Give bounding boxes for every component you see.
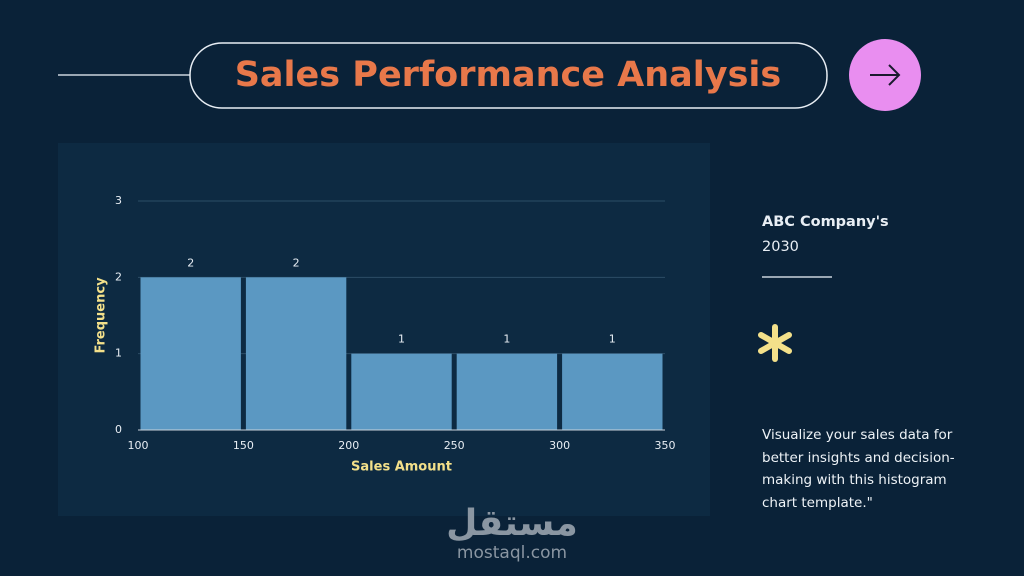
company: ABC Company's xyxy=(762,214,889,230)
x-tick-label: 300 xyxy=(549,439,570,452)
asterisk-icon xyxy=(758,324,792,362)
bar xyxy=(140,277,241,430)
plot: 0 1 2 3 100 150 200 250 300 350 2 2 1 1 1 Sales Amount F… xyxy=(94,194,676,475)
arrow-icon xyxy=(870,64,901,86)
bar xyxy=(562,353,663,430)
description: Visualize your sales data for better ins… xyxy=(762,427,955,511)
watermark-arabic: مستقل xyxy=(446,503,578,544)
x-tick-label: 100 xyxy=(128,439,149,452)
y-tick-label: 0 xyxy=(115,423,122,436)
watermark-site: mostaql.com xyxy=(457,543,567,563)
x-tick-label: 200 xyxy=(338,439,359,452)
y-axis-label: Frequency xyxy=(94,277,109,354)
data-label: 1 xyxy=(609,333,616,346)
y-tick-label: 2 xyxy=(115,270,122,283)
title: Sales Performance Analysis xyxy=(235,55,782,95)
x-tick-label: 150 xyxy=(233,439,254,452)
bar xyxy=(245,277,347,430)
bar xyxy=(351,353,452,430)
data-label: 2 xyxy=(293,256,300,269)
bar xyxy=(456,353,558,430)
x-tick-label: 350 xyxy=(655,439,676,452)
year: 2030 xyxy=(762,239,799,255)
x-axis-label: Sales Amount xyxy=(351,460,452,475)
x-tick-label: 250 xyxy=(444,439,465,452)
y-tick-label: 3 xyxy=(115,194,122,207)
title-pill xyxy=(189,42,828,109)
data-label: 1 xyxy=(503,333,510,346)
data-label: 1 xyxy=(398,333,405,346)
y-tick-label: 1 xyxy=(115,347,122,360)
data-label: 2 xyxy=(187,256,194,269)
